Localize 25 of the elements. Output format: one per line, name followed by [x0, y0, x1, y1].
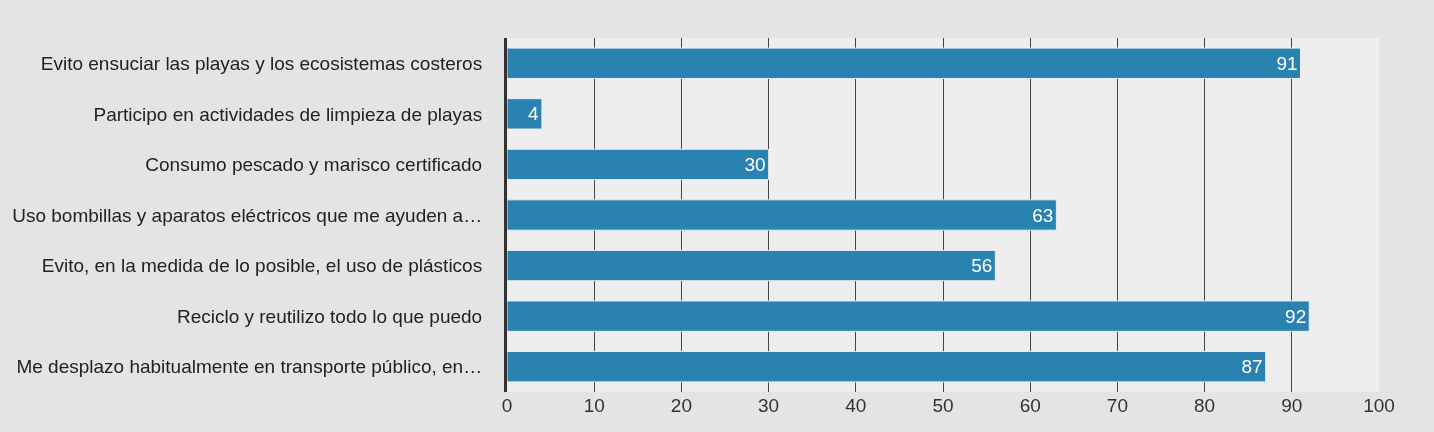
x-tick-label: 90: [1281, 395, 1303, 416]
x-tick-label: 30: [758, 395, 780, 416]
data-label: 92: [1285, 305, 1307, 327]
y-tick-label: Uso bombillas y aparatos eléctricos que me ayuden a…: [12, 204, 483, 226]
x-tick-label: 10: [583, 395, 605, 416]
data-label: 56: [971, 255, 993, 277]
y-tick-label: Participo en actividades de limpieza de playas: [93, 103, 483, 125]
y-tick-label: Consumo pescado y marisco certificado: [145, 154, 483, 176]
data-label: 63: [1032, 204, 1054, 226]
data-label: 30: [744, 153, 766, 175]
x-tick-label: 100: [1363, 395, 1395, 416]
x-tick-label: 40: [845, 395, 867, 416]
data-label: 87: [1241, 356, 1263, 378]
y-tick-label: Me desplazo habitualmente en transporte público, en…: [16, 356, 483, 378]
x-tick-label: 0: [501, 395, 513, 416]
data-label: 91: [1276, 52, 1298, 74]
x-tick-label: 60: [1019, 395, 1041, 416]
y-tick-label: Evito, en la medida de lo posible, el uso de plásticos: [41, 255, 483, 277]
x-tick-label: 20: [670, 395, 692, 416]
data-label: 4: [527, 103, 539, 125]
x-tick-label: 80: [1194, 395, 1216, 416]
x-tick-label: 50: [932, 395, 954, 416]
y-tick-label: Reciclo y reutilizo todo lo que puedo: [176, 305, 483, 327]
x-tick-label: 70: [1106, 395, 1128, 416]
y-tick-label: Evito ensuciar las playas y los ecosistemas costeros: [40, 52, 483, 74]
